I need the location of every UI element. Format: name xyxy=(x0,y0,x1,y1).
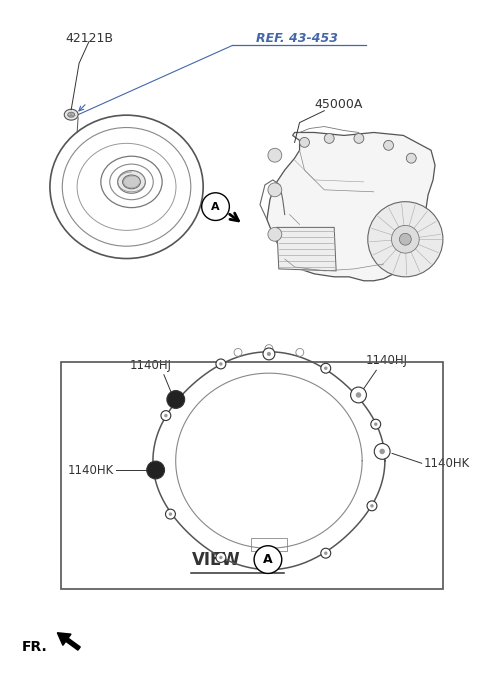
Circle shape xyxy=(350,387,366,403)
Circle shape xyxy=(167,390,185,408)
Circle shape xyxy=(268,148,282,162)
Circle shape xyxy=(354,133,364,144)
Circle shape xyxy=(254,546,282,574)
Circle shape xyxy=(216,553,226,562)
Circle shape xyxy=(268,227,282,241)
Circle shape xyxy=(169,512,172,516)
Text: REF. 43-453: REF. 43-453 xyxy=(255,31,337,45)
Text: 1140HK: 1140HK xyxy=(424,457,470,470)
Circle shape xyxy=(371,420,381,429)
Circle shape xyxy=(367,501,377,511)
Circle shape xyxy=(161,411,171,420)
Circle shape xyxy=(370,504,374,507)
Ellipse shape xyxy=(68,112,75,117)
Circle shape xyxy=(147,461,165,479)
Circle shape xyxy=(300,137,310,147)
Circle shape xyxy=(324,367,327,370)
Text: 1140HJ: 1140HJ xyxy=(365,354,407,367)
Circle shape xyxy=(202,193,229,220)
Circle shape xyxy=(219,362,223,366)
Circle shape xyxy=(399,233,411,245)
Ellipse shape xyxy=(122,175,140,189)
Circle shape xyxy=(374,422,377,426)
Bar xyxy=(61,362,443,589)
Text: FR.: FR. xyxy=(22,640,48,654)
Circle shape xyxy=(267,565,271,569)
Circle shape xyxy=(219,556,223,559)
Circle shape xyxy=(384,140,394,151)
Polygon shape xyxy=(277,227,336,271)
Circle shape xyxy=(263,348,275,360)
Circle shape xyxy=(356,392,361,398)
Text: 1140HK: 1140HK xyxy=(68,464,114,477)
Circle shape xyxy=(324,551,327,555)
Circle shape xyxy=(166,509,175,519)
Ellipse shape xyxy=(64,109,78,120)
Circle shape xyxy=(368,201,443,277)
Circle shape xyxy=(267,352,271,356)
Circle shape xyxy=(407,153,416,163)
Circle shape xyxy=(379,449,385,454)
Text: A: A xyxy=(263,553,273,566)
Bar xyxy=(251,537,287,551)
Text: A: A xyxy=(211,201,220,212)
Text: VIEW: VIEW xyxy=(192,551,240,569)
Circle shape xyxy=(216,359,226,369)
Circle shape xyxy=(263,562,275,574)
Circle shape xyxy=(321,363,331,373)
Text: 42121B: 42121B xyxy=(65,31,113,45)
Text: 45000A: 45000A xyxy=(314,98,363,111)
FancyArrow shape xyxy=(57,633,80,650)
Ellipse shape xyxy=(118,171,145,193)
Circle shape xyxy=(321,549,331,558)
Circle shape xyxy=(392,225,419,253)
Polygon shape xyxy=(267,132,435,281)
Circle shape xyxy=(268,183,282,197)
Circle shape xyxy=(164,414,168,418)
Text: 1140HJ: 1140HJ xyxy=(130,359,172,372)
Circle shape xyxy=(324,133,334,144)
Circle shape xyxy=(374,443,390,459)
